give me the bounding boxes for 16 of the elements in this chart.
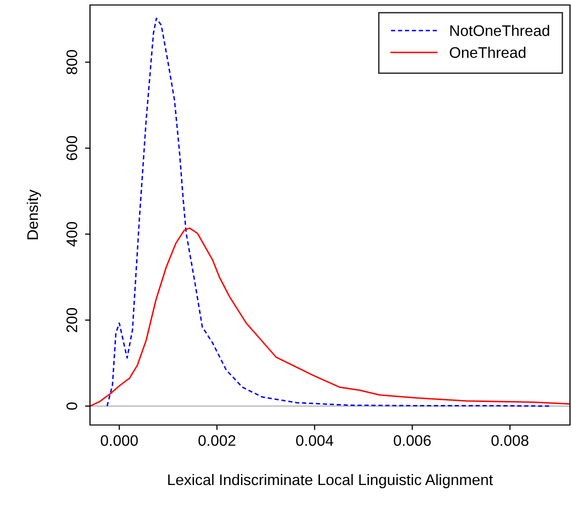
line-series (90, 227, 570, 407)
line-series (106, 18, 550, 407)
y-tick-label: 800 (66, 50, 78, 74)
legend-label: NotOneThread (450, 24, 550, 36)
y-tick-label: 600 (66, 136, 78, 160)
x-tick-label: 0.008 (491, 435, 528, 446)
x-axis-title: Lexical Indiscriminate Local Linguistic Alignment (168, 474, 493, 488)
y-tick-label: 400 (66, 222, 78, 247)
x-tick-label: 0.002 (198, 435, 236, 446)
legend-label: OneThread (450, 46, 526, 58)
y-tick-label: 0 (66, 402, 78, 410)
x-tick-label: 0.000 (100, 435, 138, 446)
x-tick-label: 0.006 (394, 435, 431, 446)
x-tick-label: 0.004 (296, 435, 334, 446)
y-axis-title: Density (26, 190, 42, 240)
y-tick-label: 200 (66, 308, 78, 332)
